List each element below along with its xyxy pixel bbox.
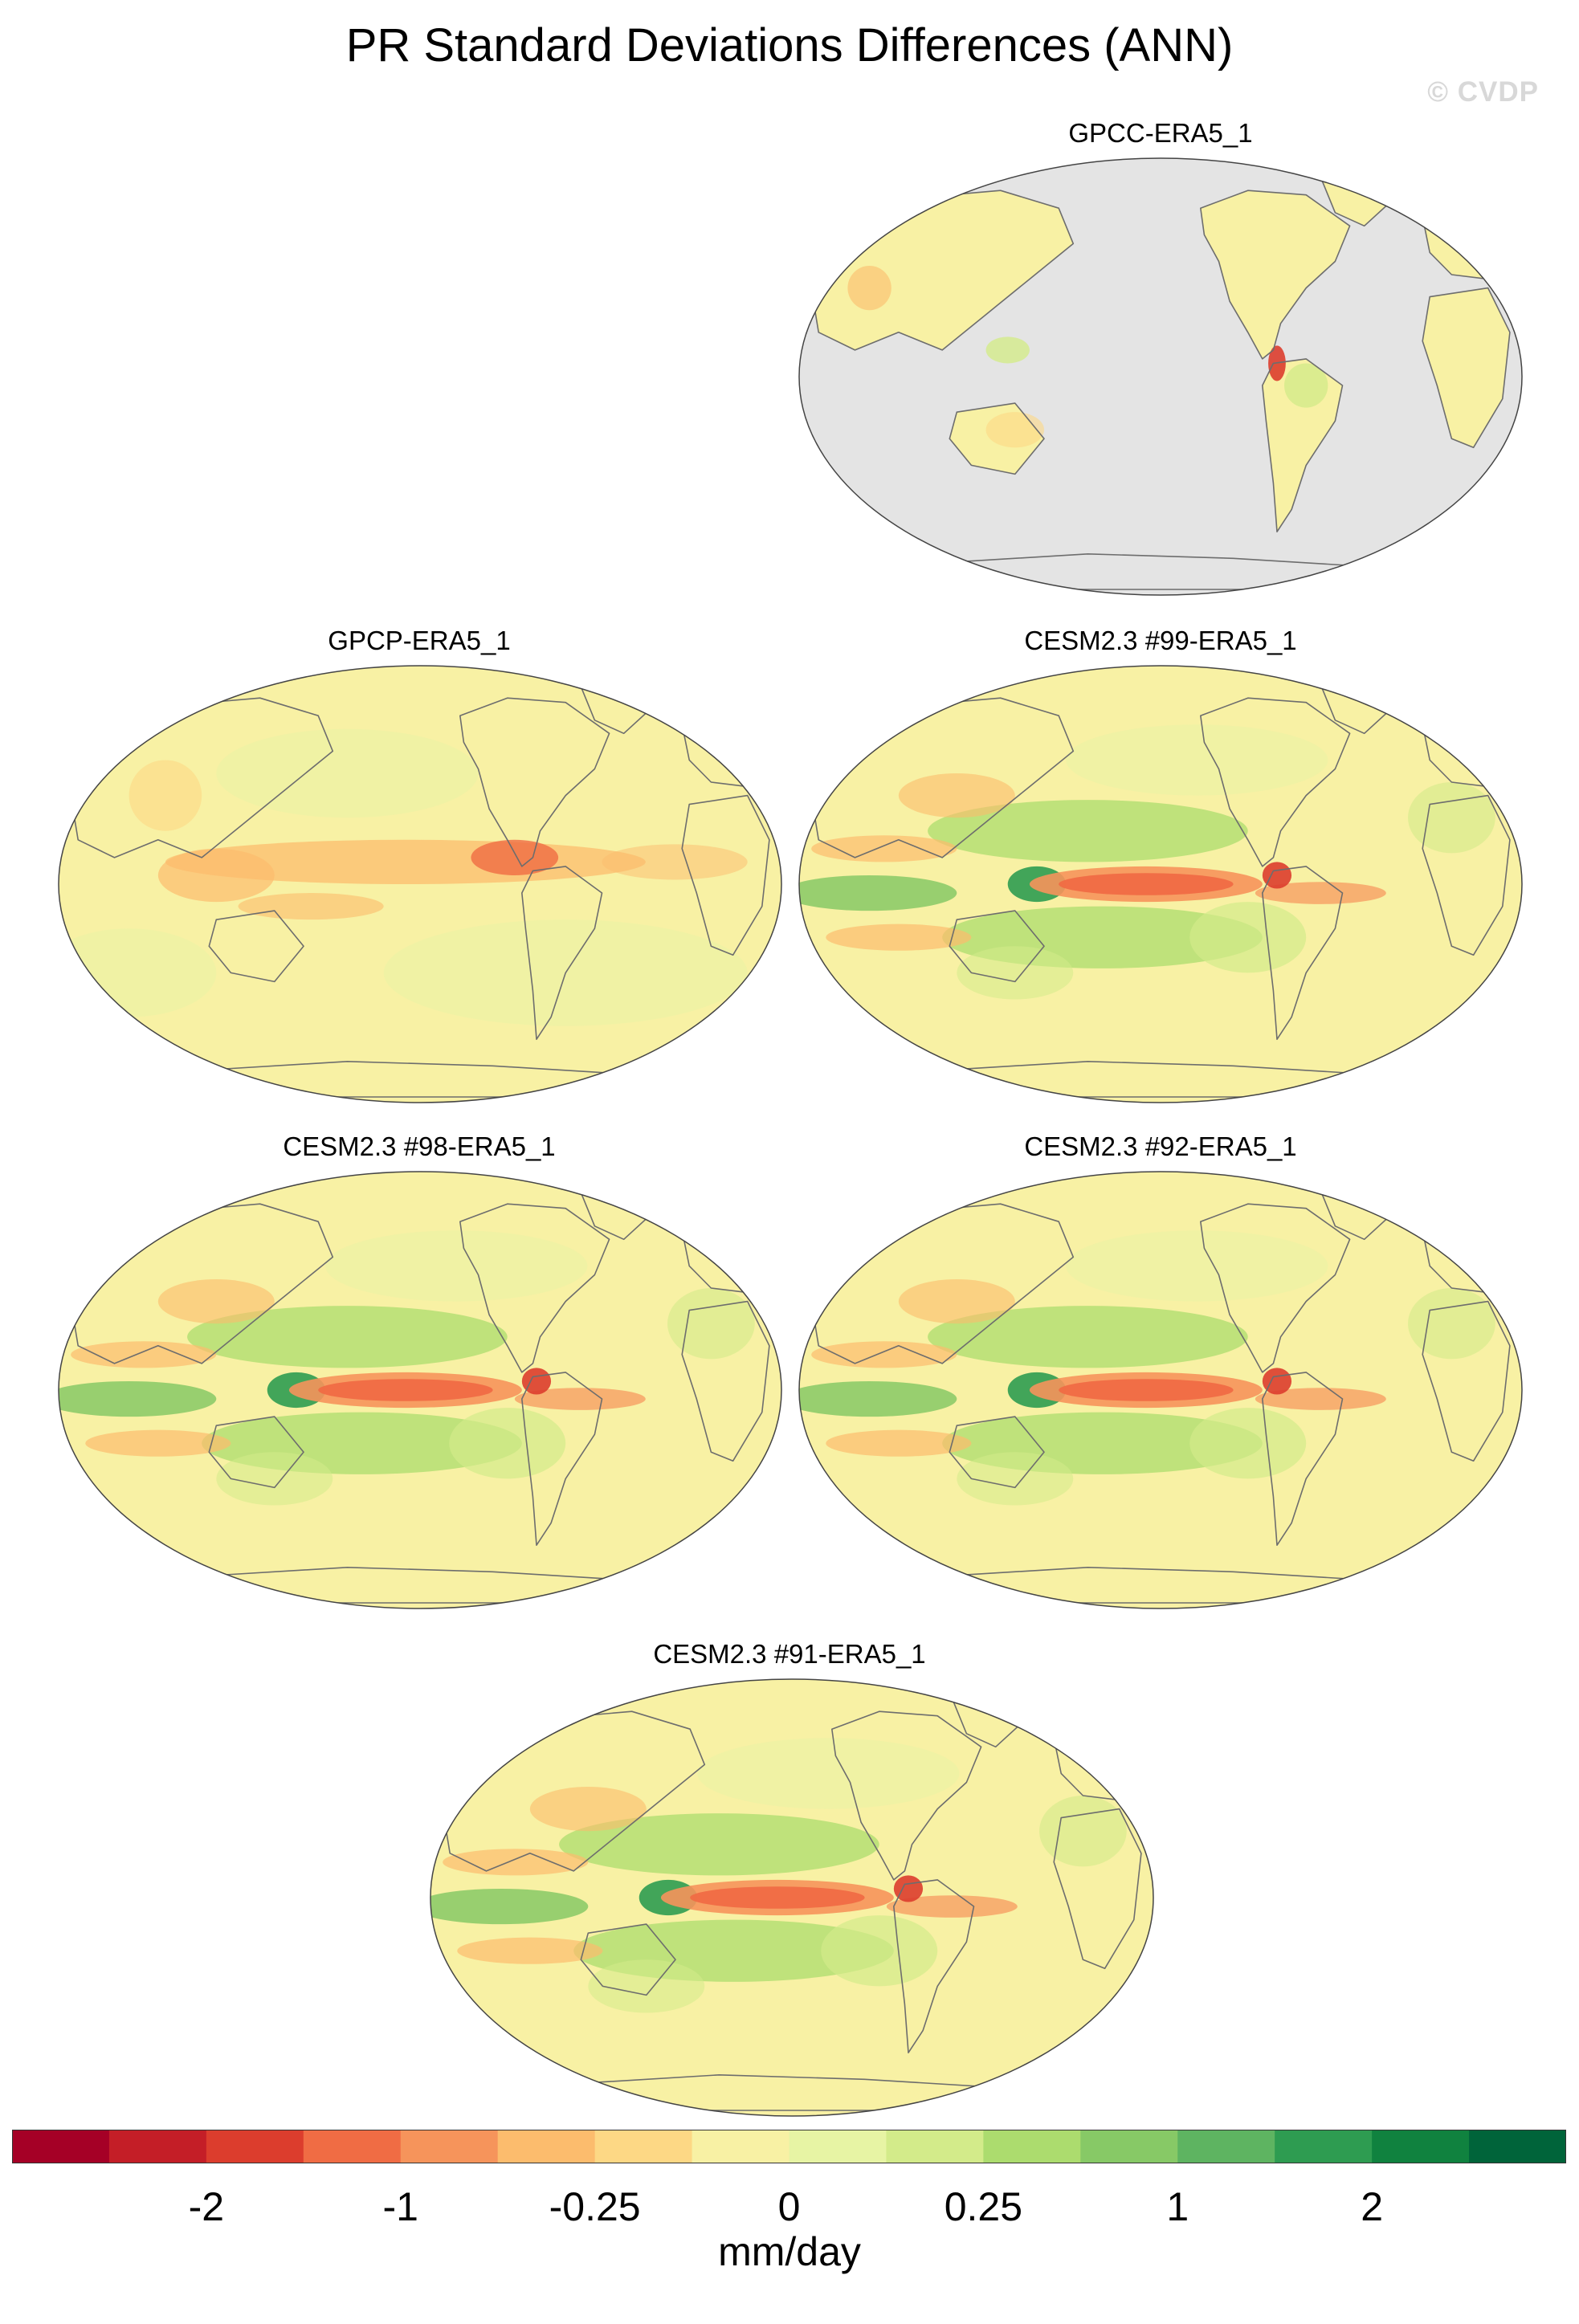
- panel-label-cesm91: CESM2.3 #91-ERA5_1: [653, 1639, 926, 1669]
- watermark: © CVDP: [1427, 76, 1539, 108]
- colorbar-swatch: [12, 2130, 110, 2163]
- colorbar-swatch: [1275, 2130, 1373, 2163]
- colorbar-swatch: [497, 2130, 596, 2163]
- panel-label-gpcp: GPCP-ERA5_1: [328, 626, 511, 655]
- colorbar-swatch: [303, 2130, 402, 2163]
- colorbar-swatch: [1372, 2130, 1470, 2163]
- colorbar-tick-label: -0.25: [549, 2184, 641, 2229]
- colorbar-tick-label: 0: [777, 2184, 801, 2229]
- colorbar-tick-label: -1: [382, 2184, 418, 2229]
- colorbar-tick-label: 2: [1361, 2184, 1384, 2229]
- map-panel-cesm99: [798, 665, 1523, 1103]
- map-panel-cesm92: [798, 1171, 1523, 1609]
- panel-label-cesm98: CESM2.3 #98-ERA5_1: [283, 1131, 556, 1161]
- colorbar-swatch: [594, 2130, 693, 2163]
- colorbar-swatch: [983, 2130, 1081, 2163]
- colorbar-tick-label: 1: [1166, 2184, 1189, 2229]
- colorbar-swatch: [692, 2130, 790, 2163]
- map-panel-cesm91: [430, 1678, 1154, 2117]
- colorbar-swatch: [789, 2130, 887, 2163]
- colorbar: [12, 2130, 1566, 2163]
- colorbar-tick-label: 0.25: [944, 2184, 1023, 2229]
- map-panel-gpcc: [798, 157, 1523, 596]
- panel-label-cesm92: CESM2.3 #92-ERA5_1: [1024, 1131, 1297, 1161]
- colorbar-swatch: [400, 2130, 499, 2163]
- colorbar-swatch: [886, 2130, 984, 2163]
- colorbar-swatch: [108, 2130, 207, 2163]
- colorbar-swatch: [206, 2130, 304, 2163]
- figure-title: PR Standard Deviations Differences (ANN): [345, 19, 1234, 71]
- colorbar-units: mm/day: [718, 2229, 861, 2274]
- panel-label-gpcc: GPCC-ERA5_1: [1068, 118, 1253, 148]
- colorbar-swatch: [1177, 2130, 1275, 2163]
- map-panel-cesm98: [58, 1171, 782, 1609]
- colorbar-swatch: [1469, 2130, 1566, 2163]
- colorbar-tick-label: -2: [188, 2184, 225, 2229]
- panel-label-cesm99: CESM2.3 #99-ERA5_1: [1024, 626, 1297, 655]
- colorbar-swatch: [1080, 2130, 1178, 2163]
- map-panel-gpcp: [58, 665, 782, 1103]
